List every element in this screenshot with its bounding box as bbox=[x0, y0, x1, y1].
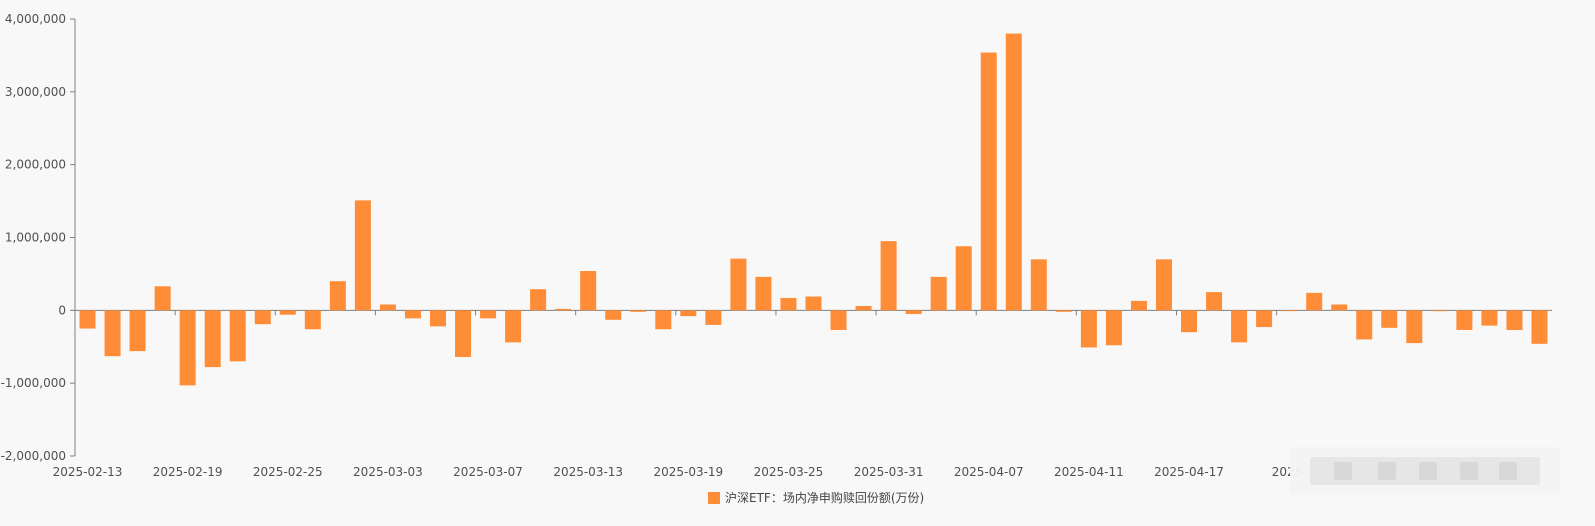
bar[interactable] bbox=[1130, 300, 1147, 311]
bar[interactable] bbox=[1331, 304, 1348, 311]
legend-swatch bbox=[708, 492, 720, 504]
bar[interactable] bbox=[805, 296, 822, 311]
bar[interactable] bbox=[505, 310, 522, 343]
bar[interactable] bbox=[1231, 310, 1248, 343]
y-tick-label: 2,000,000 bbox=[5, 158, 66, 172]
bar[interactable] bbox=[1406, 310, 1423, 344]
bar[interactable] bbox=[1181, 310, 1198, 333]
watermark-glyph-block bbox=[1378, 462, 1396, 480]
x-tick-label: 2025-02-19 bbox=[153, 465, 223, 479]
bar[interactable] bbox=[304, 310, 321, 330]
bar[interactable] bbox=[955, 246, 972, 311]
y-tick-label: 0 bbox=[58, 303, 66, 317]
bar[interactable] bbox=[1431, 310, 1448, 312]
bar[interactable] bbox=[1105, 310, 1122, 346]
y-tick-label: 1,000,000 bbox=[5, 231, 66, 245]
bar[interactable] bbox=[1055, 310, 1072, 312]
bar[interactable] bbox=[104, 310, 121, 357]
legend-label: 沪深ETF：场内净申购赎回份额(万份) bbox=[725, 490, 924, 505]
bar[interactable] bbox=[855, 305, 872, 311]
bar[interactable] bbox=[755, 276, 772, 311]
bar[interactable] bbox=[404, 310, 421, 319]
bar[interactable] bbox=[1155, 259, 1172, 311]
bar[interactable] bbox=[680, 310, 697, 317]
bar[interactable] bbox=[880, 241, 897, 311]
blurred-watermark bbox=[1290, 447, 1560, 495]
bar[interactable] bbox=[480, 310, 497, 319]
bar[interactable] bbox=[930, 276, 947, 311]
bar[interactable] bbox=[1030, 259, 1047, 311]
y-tick-label: -1,000,000 bbox=[1, 376, 66, 390]
bar[interactable] bbox=[254, 310, 271, 325]
bar[interactable] bbox=[179, 310, 196, 386]
bar[interactable] bbox=[1481, 310, 1498, 326]
bar[interactable] bbox=[1456, 310, 1473, 330]
bar[interactable] bbox=[1381, 310, 1398, 328]
x-tick-label: 2025-04-17 bbox=[1154, 465, 1224, 479]
legend[interactable]: 沪深ETF：场内净申购赎回份额(万份) bbox=[708, 490, 924, 505]
bar[interactable] bbox=[279, 310, 296, 315]
watermark-glyph-block bbox=[1419, 462, 1437, 480]
bar[interactable] bbox=[1206, 292, 1223, 311]
bar[interactable] bbox=[79, 310, 96, 329]
bar[interactable] bbox=[530, 289, 547, 311]
x-tick-label: 2025-04-11 bbox=[1054, 465, 1124, 479]
x-tick-label: 2025-03-03 bbox=[353, 465, 423, 479]
bar[interactable] bbox=[1506, 310, 1523, 330]
bar[interactable] bbox=[630, 310, 647, 312]
bar[interactable] bbox=[129, 310, 146, 352]
x-axis: 2025-02-13 2025-02-19 2025-02-25 2025-03-03… bbox=[53, 309, 1552, 479]
bar[interactable] bbox=[780, 297, 797, 311]
bar[interactable] bbox=[1080, 310, 1097, 348]
bar[interactable] bbox=[1256, 310, 1273, 328]
bar[interactable] bbox=[1306, 292, 1323, 311]
y-tick-label: 3,000,000 bbox=[5, 85, 66, 99]
bars bbox=[79, 33, 1548, 386]
x-tick-label: 2025-03-25 bbox=[754, 465, 824, 479]
bar[interactable] bbox=[705, 310, 722, 325]
x-tick-label: 2025-03-07 bbox=[453, 465, 523, 479]
watermark-glyph-block bbox=[1499, 462, 1517, 480]
bar[interactable] bbox=[905, 310, 922, 314]
bar[interactable] bbox=[980, 52, 997, 311]
x-tick-label: 2025-04-07 bbox=[954, 465, 1024, 479]
bar[interactable] bbox=[1356, 310, 1373, 340]
bar[interactable] bbox=[830, 310, 847, 330]
x-tick-label: 2025-03-19 bbox=[653, 465, 723, 479]
bar[interactable] bbox=[354, 200, 371, 311]
x-tick-label: 2025-02-25 bbox=[253, 465, 323, 479]
x-tick-label: 2025-03-13 bbox=[553, 465, 623, 479]
bar[interactable] bbox=[1281, 310, 1298, 312]
bar[interactable] bbox=[1005, 33, 1022, 311]
bar[interactable] bbox=[204, 310, 221, 368]
bar[interactable] bbox=[229, 310, 246, 362]
watermark-glyph-block bbox=[1460, 462, 1478, 480]
bar[interactable] bbox=[429, 310, 446, 327]
bar[interactable] bbox=[329, 281, 346, 311]
bar[interactable] bbox=[580, 271, 597, 311]
y-axis: 4,000,000 3,000,000 2,000,000 1,000,000 0 -1,… bbox=[1, 12, 76, 463]
y-tick-label: 4,000,000 bbox=[5, 12, 66, 26]
watermark-glyph-block bbox=[1334, 462, 1352, 480]
bar[interactable] bbox=[555, 308, 572, 311]
bar[interactable] bbox=[154, 286, 171, 311]
bar[interactable] bbox=[379, 304, 396, 311]
bar[interactable] bbox=[1531, 310, 1548, 344]
y-tick-label: -2,000,000 bbox=[1, 449, 66, 463]
bar[interactable] bbox=[730, 258, 747, 311]
x-tick-label: 2025-02-13 bbox=[53, 465, 123, 479]
bar[interactable] bbox=[605, 310, 622, 320]
bar[interactable] bbox=[455, 310, 472, 357]
bar[interactable] bbox=[655, 310, 672, 330]
x-tick-label: 2025-03-31 bbox=[854, 465, 924, 479]
